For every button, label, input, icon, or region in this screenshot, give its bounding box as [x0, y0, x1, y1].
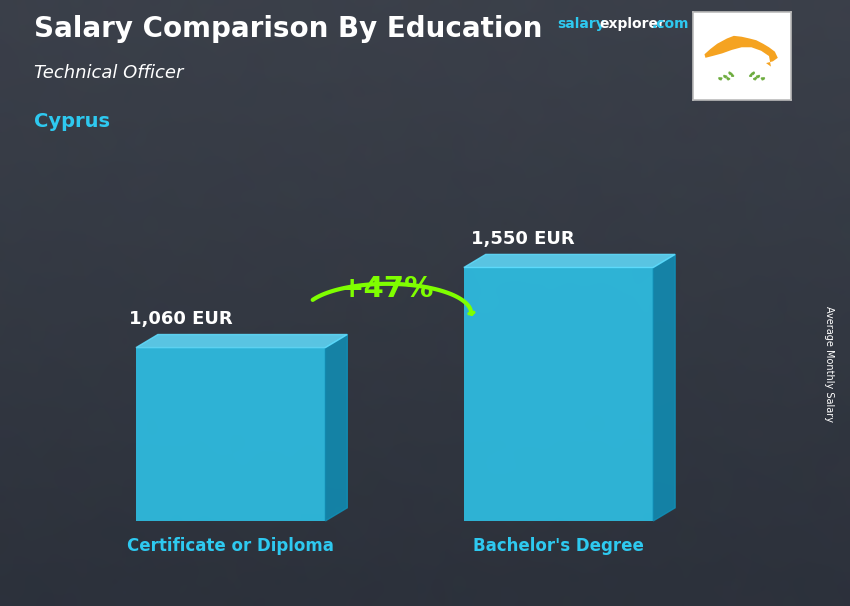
- Text: Salary Comparison By Education: Salary Comparison By Education: [34, 15, 542, 43]
- Text: Cyprus: Cyprus: [34, 112, 110, 131]
- Polygon shape: [753, 78, 756, 80]
- Polygon shape: [729, 72, 732, 75]
- Text: Average Monthly Salary: Average Monthly Salary: [824, 305, 834, 422]
- Polygon shape: [751, 72, 754, 75]
- Bar: [464, 267, 654, 521]
- Text: Technical Officer: Technical Officer: [34, 64, 184, 82]
- Text: 1,060 EUR: 1,060 EUR: [128, 310, 232, 328]
- Polygon shape: [326, 335, 348, 521]
- Polygon shape: [756, 75, 760, 78]
- Text: salary: salary: [557, 17, 604, 31]
- Text: Certificate or Diploma: Certificate or Diploma: [128, 538, 334, 555]
- Polygon shape: [761, 78, 765, 80]
- Bar: [136, 348, 326, 521]
- Text: Bachelor's Degree: Bachelor's Degree: [473, 538, 644, 555]
- Polygon shape: [731, 74, 734, 76]
- Text: +47%: +47%: [340, 275, 434, 303]
- Polygon shape: [727, 78, 730, 80]
- Polygon shape: [136, 335, 348, 348]
- Text: 1,550 EUR: 1,550 EUR: [471, 230, 575, 248]
- Polygon shape: [654, 255, 675, 521]
- Polygon shape: [705, 36, 778, 67]
- Text: .com: .com: [652, 17, 689, 31]
- Polygon shape: [750, 74, 752, 76]
- Polygon shape: [723, 75, 727, 78]
- Text: explorer: explorer: [599, 17, 665, 31]
- Polygon shape: [464, 255, 675, 267]
- Polygon shape: [718, 78, 722, 80]
